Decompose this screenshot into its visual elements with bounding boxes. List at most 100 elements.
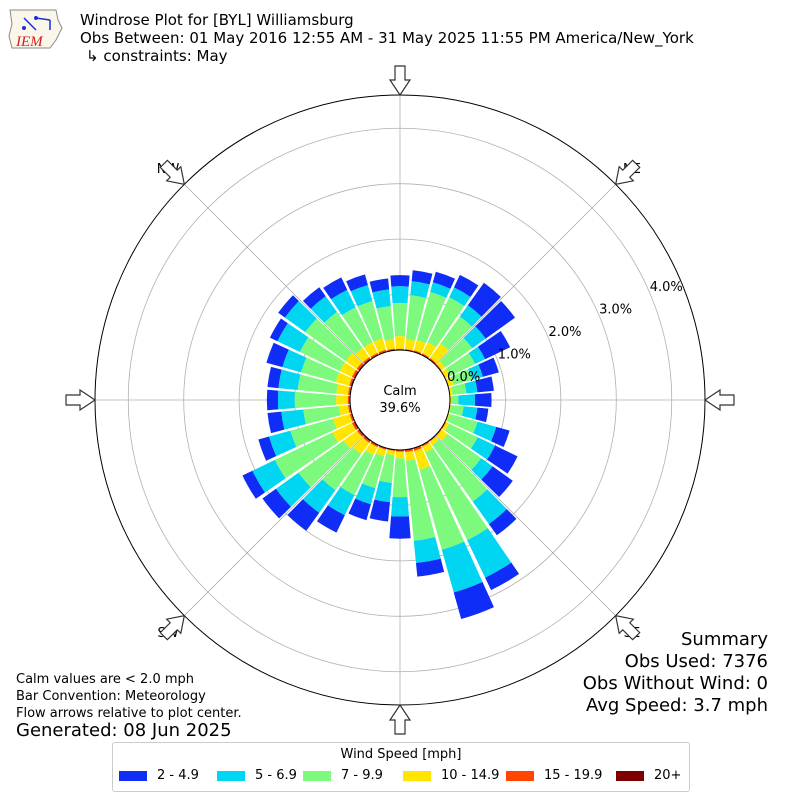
windrose-bar-segment — [432, 439, 488, 502]
windrose-bar-segment — [282, 349, 307, 373]
flow-arrow-icon — [159, 614, 186, 641]
windrose-bar-segment — [324, 312, 363, 355]
windrose-bar-segment — [302, 479, 336, 513]
windrose-bar-segment — [341, 307, 373, 348]
windrose-bar-segment — [290, 418, 337, 447]
windrose-bar-segment — [278, 295, 299, 318]
legend: Wind Speed [mph] 2 - 4.9 5 - 6.9 7 - 9.9… — [112, 742, 690, 792]
windrose-bar-segment — [323, 277, 348, 300]
windrose-bar-segment — [404, 448, 413, 452]
windrose-bar-segment — [415, 558, 445, 577]
windrose-bar-segment — [422, 342, 437, 358]
flow-arrow-icon — [159, 159, 186, 186]
windrose-bar-segment — [413, 537, 441, 563]
windrose-bar-segment — [336, 395, 348, 405]
windrose-bar-segment — [378, 446, 387, 450]
windrose-bar-segment — [450, 369, 473, 386]
ring-gridline — [238, 238, 562, 562]
windrose-bar-segment — [405, 459, 436, 541]
windrose-bar-segment — [258, 436, 277, 461]
calm-label: Calm — [383, 384, 416, 399]
windrose-bar-segment — [302, 287, 326, 309]
ring-label: 0.0% — [447, 370, 480, 385]
windrose-bar-segment — [374, 480, 392, 503]
legend-swatch — [303, 770, 331, 781]
windrose-bar-segment — [303, 405, 341, 425]
windrose-bar-segment — [351, 369, 358, 378]
windrose-bar-segment — [347, 395, 350, 405]
windrose-bar-segment — [485, 562, 520, 591]
windrose-bar-segment — [386, 449, 396, 456]
legend-swatch — [403, 770, 431, 781]
windrose-bar-segment — [392, 302, 408, 337]
windrose-bar-segment — [339, 405, 350, 416]
windrose-bar-segment — [429, 436, 439, 446]
windrose-bar-segment — [481, 466, 513, 498]
windrose-bar-segment — [396, 450, 404, 452]
windrose-bar-segment — [353, 437, 370, 455]
legend-item: 7 - 9.9 — [303, 768, 383, 783]
windrose-bar-segment — [410, 281, 430, 298]
windrose-bar-segment — [269, 318, 288, 342]
windrose-bar-segment — [277, 323, 309, 353]
windrose-bar-segment — [392, 458, 408, 498]
windrose-bar-segment — [445, 352, 476, 377]
windrose-bar-segment — [350, 285, 373, 307]
legend-item: 5 - 6.9 — [217, 768, 297, 783]
windrose-bar-segment — [316, 505, 345, 533]
windrose-bar-segment — [404, 339, 416, 351]
windrose-bar-segment — [370, 352, 379, 359]
legend-swatch — [616, 770, 644, 781]
bar-convention-note: Bar Convention: Meteorology — [16, 689, 206, 704]
windrose-bar-segment — [467, 282, 501, 317]
windrose-bar-segment — [335, 372, 352, 386]
windrose-bar-segment — [336, 384, 350, 395]
windrose-bar-segment — [372, 289, 391, 309]
windrose-bar-segment — [375, 447, 387, 457]
windrose-bar-segment — [301, 357, 340, 383]
windrose-bar-segment — [440, 316, 472, 351]
ring-label: 3.0% — [599, 303, 632, 318]
windrose-bar-segment — [262, 488, 292, 519]
windrose-bar-segment — [439, 337, 473, 368]
windrose-bar-segment — [266, 389, 279, 411]
windrose-bar-segment — [475, 301, 516, 339]
windrose-bar-segment — [441, 433, 482, 470]
windrose-bar-segment — [275, 472, 311, 507]
windrose-bar-segment — [266, 342, 289, 368]
ring-gridline — [183, 183, 617, 617]
windrose-bar-segment — [363, 342, 378, 357]
flow-arrow-icon — [614, 159, 641, 186]
windrose-bar-segment — [348, 498, 371, 521]
windrose-bar-segment — [473, 421, 497, 442]
windrose-bar-segment — [281, 409, 306, 430]
windrose-bar-segment — [363, 357, 371, 364]
windrose-bar-segment — [425, 448, 488, 541]
windrose-bar-segment — [467, 528, 512, 578]
windrose-bar-segment — [447, 413, 478, 434]
windrose-bar-segment — [413, 340, 426, 353]
windrose-bar-segment — [436, 429, 448, 441]
windrose-bar-segment — [327, 486, 355, 516]
legend-label: 15 - 19.9 — [544, 768, 603, 783]
calm-value: 39.6% — [379, 401, 420, 416]
windrose-bar-segment — [422, 442, 433, 453]
windrose-bar-segment — [299, 337, 346, 372]
ring-label: 2.0% — [548, 325, 581, 340]
windrose-bar-segment — [450, 395, 459, 405]
flow-arrow-icon — [703, 388, 735, 412]
summary-obs-used: Obs Used: 7376 — [624, 651, 768, 672]
windrose-bar-segment — [267, 366, 282, 389]
chart-title: Windrose Plot for [BYL] Williamsburg — [80, 11, 354, 29]
flow-arrow-icon — [388, 703, 412, 735]
windrose-bar-segment — [475, 407, 489, 423]
windrose-bar-segment — [470, 437, 496, 460]
windrose-bar-segment — [378, 349, 387, 354]
windrose-bar-segment — [267, 411, 285, 434]
windrose-bar-segment — [348, 387, 352, 396]
windrose-bar-segment — [348, 404, 352, 413]
ring-gridline — [127, 127, 673, 673]
windrose-bar-segment — [472, 489, 507, 525]
windrose-bar-segment — [322, 447, 362, 491]
windrose-bar-segment — [459, 305, 482, 327]
